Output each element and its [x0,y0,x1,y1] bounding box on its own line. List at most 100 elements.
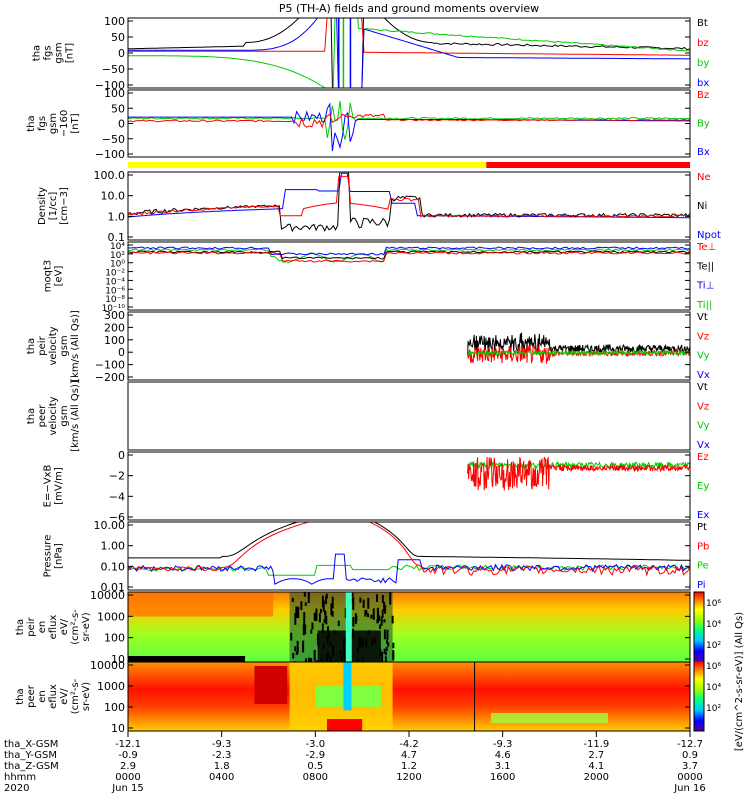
ion-noise-mark [371,638,374,645]
colorbar-tick: 10² [706,704,721,714]
y-label-line: tha [15,619,26,635]
x-row-value: -9.3 [493,739,513,750]
panel-data [128,522,690,585]
colorbar-tick: 10⁶ [706,662,721,672]
legend-Vt: Vt [697,312,708,323]
ion-noise-mark [350,598,353,603]
ion-hot-region [128,592,274,617]
series-peir-Vy [467,348,690,357]
ion-noise-mark [340,655,343,662]
y-label-line: eV/ [59,688,70,705]
ion-noise-mark [302,640,305,653]
y-tick-label: −200 [95,371,125,384]
ion-noise-mark [290,632,293,641]
x-row-value: 1.8 [214,761,230,772]
legend-Te||: Te|| [696,261,714,272]
legend-Bx: Bx [697,147,710,158]
ion-noise-mark [296,640,299,654]
ion-noise-mark [352,617,355,627]
ion-noise-mark [325,593,328,599]
x-axis: tha_X-GSM -12.1 -9.3 -3.0 -4.2 -9.3 -11.9 -12.7… [4,731,706,794]
x-row-value: 1200 [396,772,421,783]
ion-noise-mark [367,630,370,634]
x-row-value: 0.5 [307,761,323,772]
y-axis-label: thapeirenefluxeV/(cm²-s-sr-eV) [15,609,92,645]
y-label-line: gsm [59,335,70,356]
series-Ni [128,172,690,233]
y-axis-label: thapeirvelocitygsm[km/s (All Qs)] [26,310,81,382]
x-row-value: 3.7 [682,761,698,772]
legend-Ne: Ne [697,172,711,183]
y-label-line: peir [26,616,37,636]
ion-noise-mark [327,652,330,659]
colorbar-lower [694,661,704,731]
legend-Ex: Ex [697,510,709,521]
y-tick-label: 10² [110,251,125,261]
ion-noise-mark [376,607,379,620]
y-tick-label: −6 [109,511,125,524]
x-row-value: 4.7 [401,750,417,761]
legend-Vx: Vx [697,440,710,451]
y-label-line: eflux [48,684,59,709]
electron-low-band [490,713,609,723]
y-axis-label: thafgsgsm[nT] [32,42,76,63]
y-label-line: [km/s (All Qs)] [70,310,81,382]
y-label-line: [1/cc] [48,192,59,221]
ion-noise-mark [308,657,311,662]
y-label-line: [nT] [70,113,81,133]
y-tick-label: −4 [109,490,125,503]
ion-noise-mark [359,597,362,603]
x-row-value: 2.7 [588,750,604,761]
y-tick-label: −100 [95,359,125,372]
x-row-label: 2020 [4,783,29,794]
ion-noise-mark [303,592,306,597]
ion-noise-mark [356,659,359,662]
y-axis-label: moqt3[eV] [43,260,65,293]
ion-noise-mark [351,628,354,638]
panel-6: thapeervelocitygsm[km/s (All Qs)] Vt Vz Vy V… [26,380,710,452]
legend-bz: bz [697,38,709,49]
ion-noise-mark [383,619,386,623]
ion-noise-mark [320,658,323,662]
legend-bx: bx [697,78,709,89]
ion-noise-mark [379,648,382,657]
y-label-line: (cm²-s- [70,609,81,645]
panel-data [128,592,690,662]
series-Ne [128,175,690,218]
ion-noise-mark [337,620,340,627]
y-label-line: [km/s (All Qs)] [70,380,81,452]
y-label-line: gsm [48,113,59,134]
y-tick-label: 100 [104,15,125,28]
x-row-value: 0000 [677,772,702,783]
ion-noise-mark [352,596,355,610]
ion-noise-mark [329,656,332,662]
ion-noise-mark [392,642,395,649]
ion-noise-mark [344,638,347,645]
ion-noise-mark [331,596,334,609]
y-label-line: peer [37,404,48,428]
ion-noise-mark [295,610,298,618]
ion-noise-mark [344,656,347,662]
legend-Pe: Pe [697,561,709,572]
y-label-line: en [37,621,48,634]
ion-noise-mark [386,629,389,641]
y-tick-label: 10 [111,722,125,735]
ion-center-band [345,592,352,662]
panel-frame [127,521,691,591]
y-tick-label: 100.0 [94,169,126,182]
legend-Vt: Vt [697,382,708,393]
ion-noise-mark [383,648,386,654]
y-label-line: eflux [48,615,59,640]
y-label-line: (cm²-s- [70,678,81,714]
y-tick-label: 10⁻⁴ [105,277,125,287]
y-label-line: moqt3 [43,260,54,293]
y-axis-label: E=−VxB[mV/m] [43,465,65,508]
x-row-value: -0.9 [118,750,138,761]
y-label-line: E=−VxB [43,465,54,508]
mode-bar-segment [128,162,487,168]
colorbar-upper [694,592,704,662]
legend-Te⊥: Te⊥ [696,242,716,253]
x-row-value: -2.9 [306,750,326,761]
ion-noise-mark [297,606,300,619]
chart-title: P5 (TH-A) fields and ground moments over… [279,2,539,15]
